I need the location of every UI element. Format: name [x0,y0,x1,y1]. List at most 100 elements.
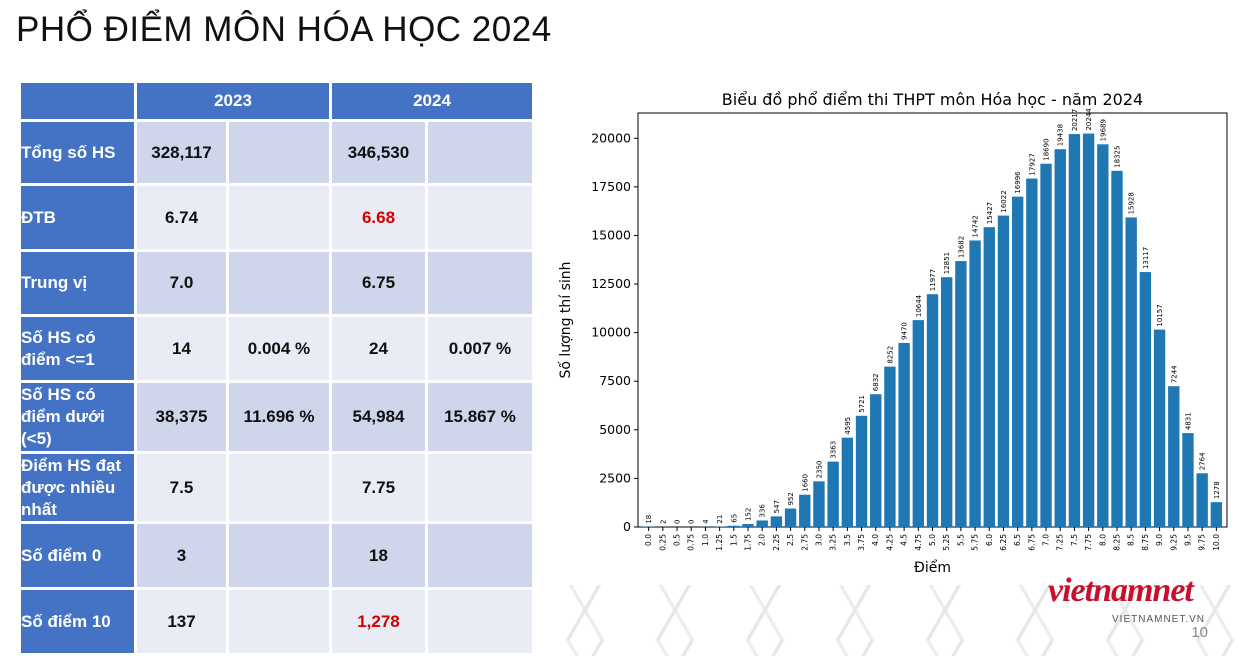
bar-value-label: 19689 [1099,119,1107,141]
percent-2023 [229,524,329,587]
row-label: Số điểm 10 [21,590,134,653]
x-tick-label: 3.5 [843,534,852,546]
y-tick-label: 7500 [599,373,631,388]
chart-title: Biểu đồ phổ điểm thi THPT môn Hóa học - … [722,90,1143,109]
value-2024: 18 [332,524,425,587]
x-tick-label: 0.75 [687,534,696,551]
x-axis-label: Điểm [914,559,951,576]
row-label: Trung vị [21,252,134,314]
bar-value-label: 0 [688,520,696,524]
bar-value-label: 11977 [929,269,937,291]
percent-2024: 0.007 % [428,317,532,380]
value-2024: 6.75 [332,252,425,314]
x-tick-label: 9.5 [1183,534,1192,546]
percent-2023: 11.696 % [229,383,329,451]
bar-value-label: 21 [716,515,724,524]
value-2024: 54,984 [332,383,425,451]
bar-value-label: 4831 [1184,412,1192,430]
bar [827,461,839,527]
x-tick-label: 8.25 [1113,534,1122,551]
percent-2024 [428,122,532,183]
bar-value-label: 18325 [1114,146,1122,168]
logo-subtext: VIETNAMNET.VN [1112,614,1206,625]
bar [1011,196,1024,527]
y-tick-label: 15000 [591,227,631,242]
percent-2024 [428,186,532,249]
table-row: Trung vị 7.0 6.75 [21,252,532,314]
bar-value-label: 18 [645,515,653,524]
x-tick-label: 9.75 [1198,534,1207,551]
x-tick-label: 1.5 [729,534,738,546]
page-number: 10 [1191,624,1208,641]
x-tick-label: 2.5 [786,534,795,546]
bar-value-label: 16022 [1000,190,1008,212]
chart-panel: Biểu đồ phổ điểm thi THPT môn Hóa học - … [546,80,1238,585]
bar-value-label: 15427 [986,202,994,224]
x-tick-label: 8.5 [1127,534,1136,546]
x-tick-label: 1.0 [701,534,710,546]
bar-value-label: 10157 [1156,304,1164,326]
row-label: ĐTB [21,186,134,249]
table-row: Số điểm 10 137 1,278 [21,590,532,653]
x-tick-label: 7.25 [1056,534,1065,551]
bar-value-label: 1660 [801,474,809,492]
table-row: Điểm HS đạt được nhiều nhất 7.5 7.75 [21,454,532,521]
x-tick-label: 9.25 [1169,534,1178,551]
bar [898,342,910,527]
value-2023: 14 [137,317,226,380]
bar [728,525,740,527]
x-tick-label: 2.0 [758,534,767,546]
logo-text: vietnamnet [1048,572,1194,609]
bar [1153,329,1166,527]
table-header-row: 2023 2024 [21,83,532,119]
bar-value-label: 13117 [1142,247,1150,269]
percent-2023: 0.004 % [229,317,329,380]
table-row: Số HS có điểm dưới (<5) 38,375 11.696 % 54,… [21,383,532,451]
value-2024: 6.68 [332,186,425,249]
bar [969,240,981,528]
bar-value-label: 19438 [1057,124,1065,146]
row-label: Điểm HS đạt được nhiều nhất [21,454,134,521]
bar [912,320,924,527]
bar [841,437,854,527]
header-2024: 2024 [332,83,532,119]
bar [1040,163,1052,527]
bar [1168,386,1180,527]
bar [1026,178,1038,527]
bar-value-label: 14742 [972,215,980,237]
y-tick-label: 2500 [599,470,631,485]
table-row: Tổng số HS 328,117 346,530 [21,122,532,183]
bar [884,366,896,527]
value-2023: 328,117 [137,122,226,183]
percent-2024 [428,252,532,314]
bar-value-label: 0 [674,520,682,524]
bar-value-label: 2 [659,519,667,523]
percent-2024 [428,454,532,521]
value-2023: 137 [137,590,226,653]
row-label: Số HS có điểm dưới (<5) [21,383,134,451]
x-tick-label: 5.5 [956,534,965,546]
x-tick-label: 3.0 [814,534,823,546]
percent-2023 [229,454,329,521]
bar-value-label: 4595 [844,417,852,435]
x-tick-label: 8.75 [1141,534,1150,551]
x-tick-label: 6.75 [1027,534,1036,551]
percent-2024: 15.867 % [428,383,532,451]
x-tick-label: 7.75 [1084,534,1093,551]
x-tick-label: 1.25 [715,534,724,551]
percent-2023 [229,122,329,183]
x-tick-label: 10.0 [1212,534,1221,551]
value-2024: 346,530 [332,122,425,183]
y-tick-label: 20000 [591,130,631,145]
bar-value-label: 17927 [1028,153,1036,175]
x-tick-label: 4.5 [900,534,909,546]
bar [926,294,939,527]
x-tick-label: 5.25 [942,534,951,551]
bar-value-label: 20217 [1071,109,1079,131]
bar-value-label: 152 [744,508,752,521]
bar [870,394,882,527]
x-tick-label: 7.0 [1042,534,1051,546]
bar [742,524,754,527]
score-distribution-chart: Biểu đồ phổ điểm thi THPT môn Hóa học - … [557,90,1228,576]
value-2023: 7.0 [137,252,226,314]
